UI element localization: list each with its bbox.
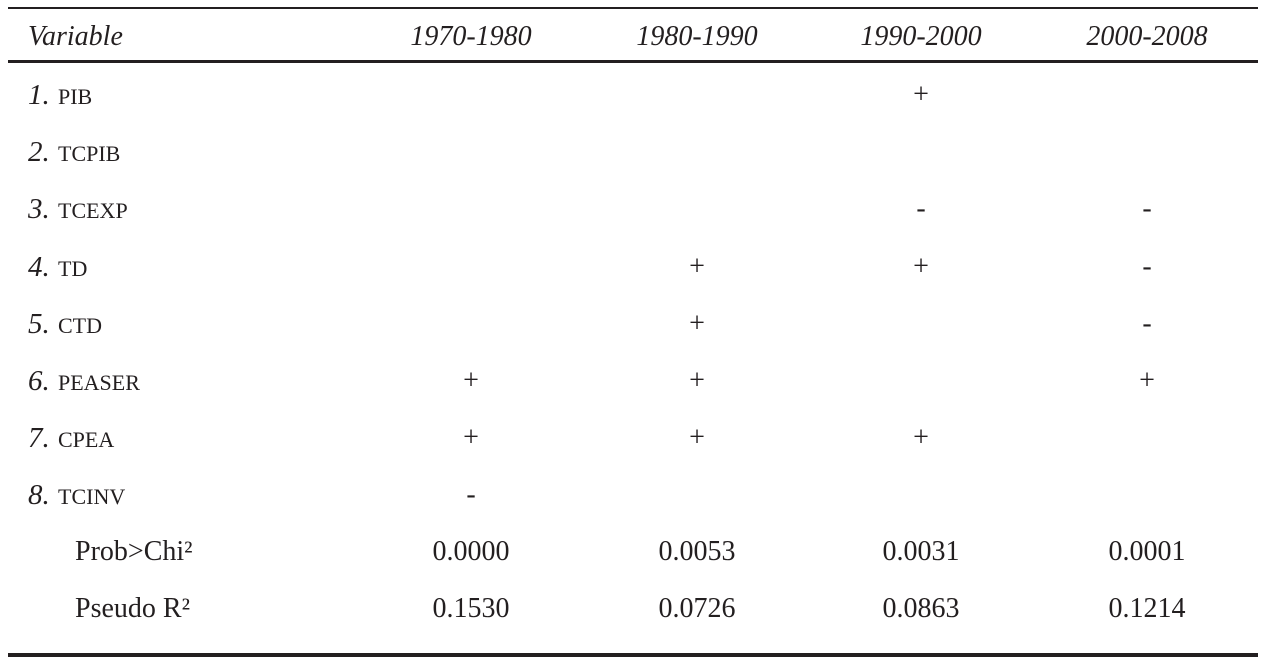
sign-cell: + [463, 422, 479, 454]
row-name: TCPIB [58, 141, 121, 167]
row-number: 3. [28, 193, 50, 226]
row-number: 5. [28, 307, 50, 340]
sign-cell: + [689, 250, 705, 282]
sign-cell: + [689, 307, 705, 339]
header-cell: 2000-2008 [1086, 21, 1208, 52]
row-name: PIB [58, 84, 93, 109]
row-number: 6. [28, 365, 50, 397]
row-number: 2. [28, 136, 50, 169]
stat-label: Pseudo R² [75, 593, 190, 624]
stat-cell: 0.0001 [1108, 536, 1186, 567]
sign-cell: + [689, 422, 705, 454]
stat-cell: 0.0031 [882, 536, 960, 567]
sign-cell: + [913, 250, 929, 282]
row-number: 7. [28, 422, 50, 455]
header-cell: 1980-1990 [636, 21, 758, 52]
sign-cell: - [1142, 307, 1152, 339]
sign-cell: - [1142, 193, 1152, 225]
sign-cell: + [463, 365, 479, 396]
stat-cell: 0.0000 [432, 536, 510, 567]
top-rule [8, 7, 1258, 9]
sign-cell: + [913, 422, 929, 454]
sign-cell: + [913, 79, 929, 110]
stat-cell: 0.0053 [658, 536, 736, 567]
header-cell: Variable [28, 21, 123, 52]
stat-cell: 0.0726 [658, 593, 736, 624]
bottom-rule [8, 653, 1258, 657]
sign-cell: + [1139, 365, 1155, 396]
header-rule [8, 60, 1258, 63]
row-name: PEASER [58, 370, 140, 395]
row-name: CPEA [58, 427, 115, 453]
stat-cell: 0.1530 [432, 593, 510, 624]
row-name: TCINV [58, 484, 126, 510]
stat-label: Prob>Chi² [75, 536, 193, 567]
stat-cell: 0.0863 [882, 593, 960, 624]
row-name: TD [58, 255, 88, 281]
sign-cell: - [466, 479, 476, 511]
row-number: 1. [28, 79, 50, 111]
header-cell: 1970-1980 [410, 21, 532, 52]
row-name: TCEXP [58, 198, 128, 224]
sign-cell: - [916, 193, 926, 225]
row-name: CTD [58, 312, 102, 338]
sign-cell: - [1142, 250, 1152, 282]
row-number: 8. [28, 479, 50, 512]
row-number: 4. [28, 250, 50, 283]
stat-cell: 0.1214 [1108, 593, 1186, 624]
header-cell: 1990-2000 [860, 21, 982, 52]
sign-cell: + [689, 365, 705, 396]
